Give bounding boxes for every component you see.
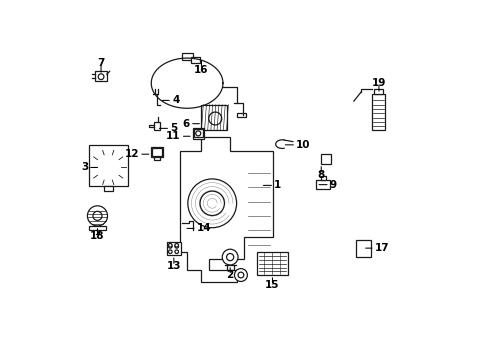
FancyBboxPatch shape xyxy=(154,157,160,160)
Circle shape xyxy=(234,269,247,282)
Text: 7: 7 xyxy=(97,58,104,68)
Circle shape xyxy=(168,250,172,253)
FancyBboxPatch shape xyxy=(166,242,181,255)
Text: 10: 10 xyxy=(296,140,310,150)
Circle shape xyxy=(93,211,102,220)
Text: 8: 8 xyxy=(317,170,324,180)
Circle shape xyxy=(187,179,236,228)
FancyBboxPatch shape xyxy=(190,57,199,63)
Text: 15: 15 xyxy=(264,280,279,291)
FancyBboxPatch shape xyxy=(194,130,202,137)
Circle shape xyxy=(200,191,224,216)
Circle shape xyxy=(195,131,201,136)
Circle shape xyxy=(175,243,178,247)
FancyBboxPatch shape xyxy=(237,113,246,117)
Text: 6: 6 xyxy=(183,119,190,129)
FancyBboxPatch shape xyxy=(257,252,287,275)
Text: 13: 13 xyxy=(166,261,181,271)
Circle shape xyxy=(222,249,238,265)
FancyBboxPatch shape xyxy=(201,105,226,130)
Circle shape xyxy=(168,244,172,248)
FancyBboxPatch shape xyxy=(151,147,163,157)
FancyBboxPatch shape xyxy=(88,226,106,230)
Text: 2: 2 xyxy=(226,270,233,280)
FancyBboxPatch shape xyxy=(182,53,192,60)
Circle shape xyxy=(87,206,107,226)
FancyBboxPatch shape xyxy=(152,148,162,156)
Circle shape xyxy=(226,253,233,261)
Text: 11: 11 xyxy=(166,131,180,141)
Text: 1: 1 xyxy=(274,180,281,190)
FancyBboxPatch shape xyxy=(94,71,106,81)
FancyBboxPatch shape xyxy=(89,145,127,186)
Text: 5: 5 xyxy=(170,123,177,133)
Circle shape xyxy=(98,74,104,80)
Text: 4: 4 xyxy=(172,95,179,105)
Circle shape xyxy=(100,159,116,176)
Polygon shape xyxy=(180,137,273,282)
Text: 19: 19 xyxy=(371,78,386,88)
Circle shape xyxy=(208,112,221,125)
FancyBboxPatch shape xyxy=(192,128,203,139)
Circle shape xyxy=(175,244,178,248)
Circle shape xyxy=(238,272,244,278)
Circle shape xyxy=(93,152,123,183)
FancyBboxPatch shape xyxy=(153,122,160,130)
FancyBboxPatch shape xyxy=(316,180,329,189)
Text: 16: 16 xyxy=(194,64,208,75)
Text: 12: 12 xyxy=(124,149,139,159)
Circle shape xyxy=(168,243,172,247)
Text: 9: 9 xyxy=(329,180,336,190)
FancyBboxPatch shape xyxy=(355,240,370,257)
FancyBboxPatch shape xyxy=(373,89,382,94)
FancyBboxPatch shape xyxy=(104,186,112,192)
Circle shape xyxy=(175,250,178,253)
FancyBboxPatch shape xyxy=(371,94,385,130)
Text: 18: 18 xyxy=(90,231,104,241)
FancyBboxPatch shape xyxy=(321,154,330,164)
Text: 17: 17 xyxy=(374,243,388,253)
FancyBboxPatch shape xyxy=(320,176,325,180)
Text: 14: 14 xyxy=(196,224,211,233)
Text: 3: 3 xyxy=(81,162,88,172)
